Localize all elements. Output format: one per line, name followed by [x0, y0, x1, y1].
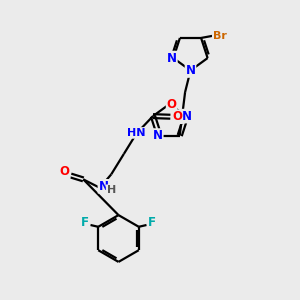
- Text: HN: HN: [127, 128, 145, 138]
- Text: O: O: [167, 98, 177, 111]
- Text: N: N: [167, 52, 177, 64]
- Text: N: N: [185, 64, 196, 77]
- Text: N: N: [153, 129, 163, 142]
- Text: Br: Br: [213, 31, 226, 40]
- Text: O: O: [60, 165, 70, 178]
- Text: N: N: [98, 180, 109, 193]
- Text: O: O: [172, 110, 182, 123]
- Text: H: H: [106, 185, 116, 195]
- Text: F: F: [81, 216, 89, 229]
- Text: F: F: [148, 216, 156, 229]
- Text: N: N: [182, 110, 192, 123]
